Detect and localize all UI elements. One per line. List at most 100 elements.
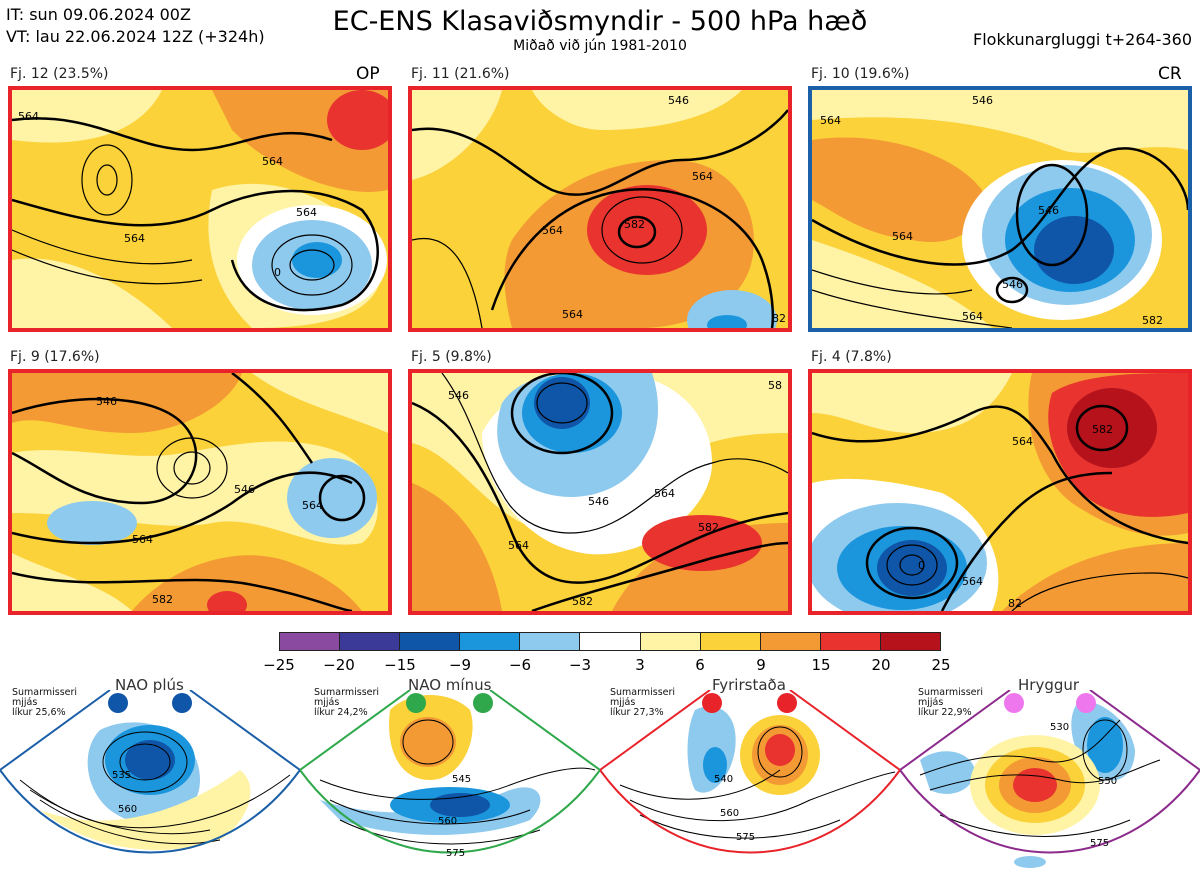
colorbar-swatch — [400, 633, 461, 650]
init-time: IT: sun 09.06.2024 00Z — [6, 5, 191, 24]
panel-3-tag: CR — [1158, 64, 1182, 84]
cluster-map-4: 0 582 564 564 82 — [808, 369, 1192, 615]
header-left: IT: sun 09.06.2024 00Z VT: lau 22.06.202… — [6, 4, 265, 48]
contour-label: 582 — [624, 218, 645, 231]
regime-nao-plus-map: 535 560 — [0, 690, 300, 854]
regime-season: Sumarmisseri — [314, 687, 380, 698]
regime-season: Sumarmisseri — [918, 687, 984, 698]
colorbar-swatch — [460, 633, 521, 650]
contour-label: 82 — [1008, 597, 1022, 610]
regime-nao-plus-dot-right — [172, 693, 192, 713]
colorbar-tick: −3 — [568, 656, 592, 674]
panel-1-label: Fj. 12 (23.5%) — [10, 66, 109, 82]
panel-5-label: Fj. 5 (9.8%) — [411, 349, 492, 365]
contour-label: 582 — [152, 593, 173, 606]
regime-season: Sumarmisseri — [610, 687, 676, 698]
colorbar-swatch — [880, 633, 941, 650]
regime-contour-label: 575 — [736, 832, 755, 843]
cluster-map-10: 564 546 564 546 546 564 582 — [808, 86, 1192, 332]
regime-blocking-map: 540 560 575 — [600, 690, 900, 854]
regime-contour-label: 545 — [452, 774, 471, 785]
contour-label: 58 — [768, 379, 782, 392]
contour-label: 564 — [962, 575, 983, 588]
regime-probability: líkur 24,2% — [314, 707, 368, 718]
colorbar-swatch — [520, 633, 581, 650]
regime-contour-label: 530 — [1050, 722, 1069, 733]
page-title: EC-ENS Klasaviðsmyndir - 500 hPa hæð — [332, 6, 868, 37]
regime-months: mjjás — [918, 697, 944, 708]
regime-nao-minus-dot-left — [406, 693, 426, 713]
classification-window: Flokkunargluggi t+264-360 — [973, 30, 1192, 49]
regime-ridge-title: Hryggur — [1018, 676, 1080, 694]
panel-1-tag: OP — [356, 64, 380, 84]
contour-label: 582 — [1092, 423, 1113, 436]
panel-2-label: Fj. 11 (21.6%) — [411, 66, 510, 82]
regime-blocking-title: Fyrirstaða — [712, 676, 786, 694]
colorbar-tick: 6 — [695, 656, 705, 674]
regime-months: mjjás — [610, 697, 636, 708]
contour-label: 564 — [892, 230, 913, 243]
regime-season: Sumarmisseri — [12, 687, 78, 698]
colorbar-tick: −25 — [263, 656, 295, 674]
panel-4-label: Fj. 9 (17.6%) — [10, 349, 100, 365]
colorbar-tick: −15 — [384, 656, 416, 674]
contour-label: 564 — [296, 206, 317, 219]
regime-nao-minus-info: Sumarmisseri mjjás líkur 24,2% — [314, 688, 379, 718]
regime-ridge-dot-right — [1076, 693, 1096, 713]
valid-time: VT: lau 22.06.2024 12Z (+324h) — [6, 27, 265, 46]
regime-contour-label: 575 — [1090, 838, 1109, 849]
contour-label: 564 — [132, 533, 153, 546]
colorbar-tick: −6 — [508, 656, 532, 674]
colorbar-tick: 9 — [756, 656, 766, 674]
regime-nao-plus-title: NAO plús — [115, 676, 184, 694]
contour-label: 564 — [562, 308, 583, 321]
contour-label: 564 — [508, 539, 529, 552]
colorbar-swatch — [340, 633, 401, 650]
colorbar-tick: 15 — [811, 656, 831, 674]
contour-label: 582 — [572, 595, 593, 608]
anomaly-colorbar — [279, 632, 941, 651]
regime-nao-minus-dot-right — [473, 693, 493, 713]
regime-nao-plus-info: Sumarmisseri mjjás líkur 25,6% — [12, 688, 77, 718]
cluster-map-9: 546 546 564 564 582 — [8, 369, 392, 615]
regime-probability: líkur 25,6% — [12, 707, 66, 718]
contour-label: 582 — [1142, 314, 1163, 327]
contour-label: 0 — [918, 559, 925, 572]
regime-contour-label: 575 — [446, 848, 465, 859]
colorbar-swatch — [640, 633, 701, 650]
colorbar-swatch — [700, 633, 761, 650]
contour-label: 564 — [124, 232, 145, 245]
cluster-map-11: 546 564 582 564 564 82 — [408, 86, 792, 332]
contour-label: 564 — [654, 487, 675, 500]
colorbar-tick: 3 — [635, 656, 645, 674]
contour-label: 564 — [820, 114, 841, 127]
regime-contour-label: 560 — [720, 808, 739, 819]
panel-6-label: Fj. 4 (7.8%) — [811, 349, 892, 365]
contour-label: 564 — [692, 170, 713, 183]
colorbar-tick: −20 — [323, 656, 355, 674]
contour-label: 546 — [588, 495, 609, 508]
contour-label: 546 — [1002, 278, 1023, 291]
regime-months: mjjás — [314, 697, 340, 708]
contour-label: 564 — [18, 110, 39, 123]
regime-contour-label: 535 — [112, 770, 131, 781]
regime-ridge-info: Sumarmisseri mjjás líkur 22,9% — [918, 688, 983, 718]
contour-label: 546 — [1038, 204, 1059, 217]
regime-nao-minus-title: NAO mínus — [408, 676, 492, 694]
colorbar-tick: −9 — [448, 656, 472, 674]
regime-ridge-dot-left — [1004, 693, 1024, 713]
cluster-map-5: 546 564 546 564 582 582 58 — [408, 369, 792, 615]
contour-label: 546 — [448, 389, 469, 402]
regime-nao-plus-dot-left — [108, 693, 128, 713]
contour-label: 546 — [96, 395, 117, 408]
cluster-map-12: 564 564 564 564 0 — [8, 86, 392, 332]
colorbar-swatch — [280, 633, 341, 650]
contour-label: 82 — [772, 312, 786, 325]
contour-label: 546 — [972, 94, 993, 107]
regime-probability: líkur 27,3% — [610, 707, 664, 718]
regime-blocking-dot-right — [777, 693, 797, 713]
regime-blocking-info: Sumarmisseri mjjás líkur 27,3% — [610, 688, 675, 718]
regime-ridge-map: 530 550 575 — [900, 690, 1200, 868]
contour-label: 0 — [274, 266, 281, 279]
regime-contour-label: 550 — [1098, 776, 1117, 787]
